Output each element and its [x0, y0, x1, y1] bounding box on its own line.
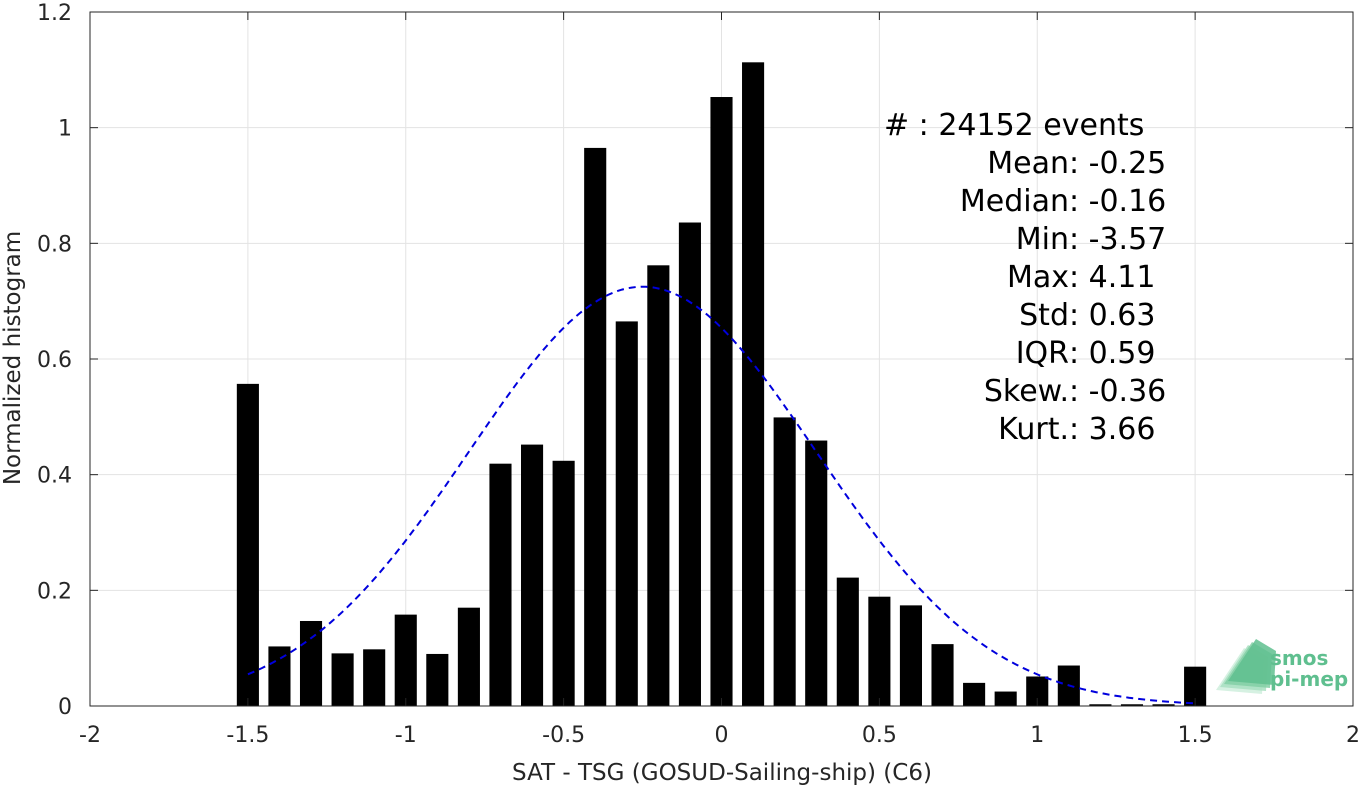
y-tick-label: 1 — [58, 117, 72, 142]
stats-key: Max — [1007, 260, 1069, 295]
histogram-bar — [963, 682, 986, 706]
histogram-bar — [1089, 704, 1112, 706]
histogram-bar — [457, 607, 480, 706]
x-tick-label: -2 — [79, 723, 101, 748]
y-axis-label: Normalized histogram — [0, 231, 26, 485]
x-tick-label: 0.5 — [862, 723, 897, 748]
stats-key: Kurt. — [998, 412, 1069, 447]
histogram-bar — [678, 222, 701, 706]
stats-key: Min — [1016, 222, 1069, 257]
stats-value: : -0.36 — [1069, 374, 1166, 409]
x-tick-label: -1 — [395, 723, 417, 748]
x-tick-label: 0 — [715, 723, 729, 748]
histogram-bar — [1026, 676, 1049, 706]
x-tick-label: 1 — [1030, 723, 1044, 748]
histogram-bar — [742, 62, 765, 706]
stats-key: Skew. — [984, 374, 1069, 409]
histogram-bars — [236, 62, 1207, 707]
logo-wave-shape — [1228, 639, 1276, 685]
histogram-bar — [647, 265, 670, 706]
y-tick-label: 0.8 — [37, 232, 72, 257]
y-tick-label: 1.2 — [37, 1, 72, 26]
stats-value: : 3.66 — [1069, 412, 1155, 447]
y-tick-label: 0.4 — [37, 464, 72, 489]
x-axis-label: SAT - TSG (GOSUD-Sailing-ship) (C6) — [512, 760, 932, 786]
y-tick-label: 0.6 — [37, 348, 72, 373]
histogram-bar — [426, 653, 449, 706]
histogram-bar — [773, 417, 796, 706]
histogram-bar — [805, 440, 828, 706]
stats-key: Median — [960, 184, 1069, 219]
histogram-bar — [520, 444, 544, 706]
histogram-bar — [868, 596, 891, 706]
histogram-bar — [931, 644, 954, 706]
x-tick-label: 2 — [1346, 723, 1360, 748]
stats-key: IQR — [1016, 336, 1069, 371]
histogram-bar — [394, 614, 417, 706]
histogram-bar — [836, 577, 859, 706]
stats-value: : 0.59 — [1069, 336, 1155, 371]
histogram-bar — [1184, 666, 1207, 706]
stats-key: Std — [1019, 298, 1069, 333]
histogram-bar — [899, 605, 923, 706]
histogram-bar — [552, 460, 575, 706]
histogram-bar — [710, 97, 733, 706]
x-tick-label: -0.5 — [542, 723, 585, 748]
histogram-bar — [1120, 704, 1144, 706]
x-tick-label: -1.5 — [226, 723, 269, 748]
histogram-bar — [236, 383, 259, 706]
fit-curve-line — [247, 285, 1196, 705]
y-tick-label: 0.2 — [37, 579, 72, 604]
stats-value: : 0.63 — [1069, 298, 1155, 333]
histogram-bar — [489, 463, 512, 706]
histogram-bar — [363, 649, 386, 706]
stats-value: : 4.11 — [1069, 260, 1155, 295]
histogram-bar — [615, 321, 638, 706]
histogram-bar — [584, 147, 607, 707]
stats-value: : -3.57 — [1069, 222, 1166, 257]
logo-text-pi-mep: pi-mep — [1270, 667, 1348, 691]
logo-text-smos: smos — [1270, 646, 1328, 670]
y-tick-label: 0 — [58, 695, 72, 720]
x-tick-label: 1.5 — [1178, 723, 1213, 748]
x-tick-labels: -2 -1.5 -1 -0.5 0 0.5 1 1.5 2 — [79, 723, 1360, 748]
histogram-bar — [268, 646, 291, 706]
histogram-bar — [1152, 704, 1175, 706]
stats-value: : -0.16 — [1069, 184, 1166, 219]
y-tick-labels: 0 0.2 0.4 0.6 0.8 1 1.2 — [37, 1, 72, 720]
histogram-bar — [331, 653, 354, 706]
stats-count: # : 24152 events — [884, 108, 1144, 143]
stats-key: Mean — [987, 146, 1069, 181]
histogram-bar — [299, 620, 323, 706]
plot-axes — [89, 11, 1354, 707]
normal-fit-curve — [247, 285, 1196, 705]
histogram-bar — [994, 691, 1017, 706]
stats-value: : -0.25 — [1069, 146, 1166, 181]
